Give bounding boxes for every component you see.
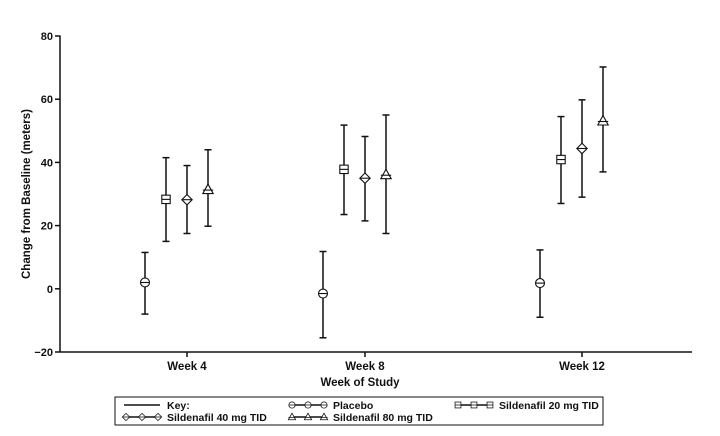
axes: −20 0 20 40 60 80 Week 4 Week 8 Week 12 Week of S… bbox=[21, 31, 692, 389]
chart-marks bbox=[139, 66, 610, 339]
data-point bbox=[379, 168, 393, 180]
legend: Key: Placebo Sildenafil 20 mg TID Sildenafi… bbox=[114, 396, 604, 426]
series-sildenafil-80-mg-tid bbox=[201, 66, 610, 235]
series-sildenafil-40-mg-tid bbox=[181, 99, 588, 235]
data-point bbox=[201, 182, 215, 195]
series-placebo bbox=[139, 249, 546, 339]
triangle-marker bbox=[287, 412, 297, 421]
data-point bbox=[181, 193, 193, 206]
circle-marker bbox=[288, 401, 296, 409]
square-marker bbox=[454, 401, 462, 409]
legend-item: Placebo bbox=[288, 400, 373, 412]
square-marker bbox=[470, 401, 478, 409]
diamond-marker bbox=[121, 412, 131, 422]
data-point bbox=[139, 277, 151, 288]
legend-box bbox=[114, 396, 604, 426]
data-point bbox=[556, 154, 566, 165]
circle-marker bbox=[304, 401, 312, 409]
legend-label: Sildenafil 20 mg TID bbox=[499, 400, 599, 412]
data-point bbox=[576, 142, 588, 155]
y-tick-label: 60 bbox=[41, 94, 53, 106]
legend-label: Placebo bbox=[333, 400, 373, 412]
diamond-marker bbox=[137, 412, 147, 422]
legend-label: Sildenafil 80 mg TID bbox=[333, 412, 433, 424]
data-point bbox=[339, 164, 349, 175]
legend-item: Sildenafil 20 mg TID bbox=[454, 400, 599, 412]
y-tick-label: 20 bbox=[41, 221, 53, 233]
x-tick-label: Week 4 bbox=[167, 361, 207, 373]
y-tick-label: 80 bbox=[41, 31, 53, 43]
data-point bbox=[534, 278, 546, 289]
diamond-marker bbox=[153, 412, 163, 422]
data-point bbox=[161, 194, 171, 205]
triangle-marker bbox=[319, 412, 329, 421]
legend-item: Sildenafil 80 mg TID bbox=[287, 412, 433, 424]
y-axis-label: Change from Baseline (meters) bbox=[21, 109, 33, 279]
y-tick-label: 40 bbox=[41, 157, 53, 169]
legend-label: Sildenafil 40 mg TID bbox=[167, 412, 267, 424]
y-tick-label: −20 bbox=[34, 347, 53, 359]
legend-title: Key: bbox=[167, 400, 190, 412]
triangle-marker bbox=[303, 412, 313, 421]
data-point bbox=[596, 114, 610, 126]
data-point bbox=[317, 288, 329, 299]
y-tick-label: 0 bbox=[47, 284, 53, 296]
data-point bbox=[359, 172, 371, 185]
x-tick-label: Week 8 bbox=[345, 361, 385, 373]
x-tick-label: Week 12 bbox=[559, 361, 605, 373]
legend-item: Sildenafil 40 mg TID bbox=[121, 412, 267, 424]
series-sildenafil-20-mg-tid bbox=[161, 115, 566, 243]
square-marker bbox=[486, 401, 494, 409]
x-axis-label: Week of Study bbox=[320, 377, 400, 389]
circle-marker bbox=[320, 401, 328, 409]
